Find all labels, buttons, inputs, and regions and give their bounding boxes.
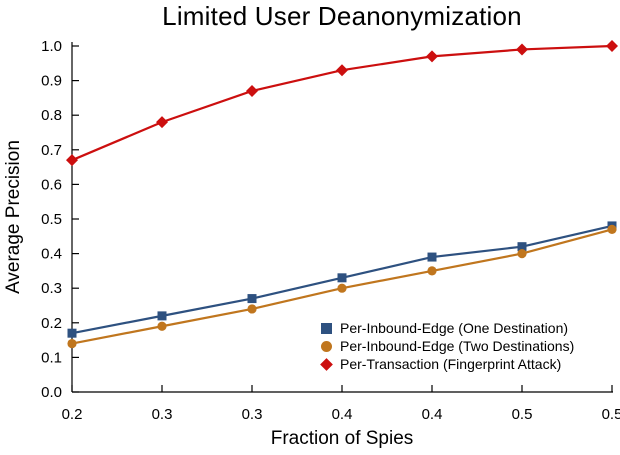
data-point-square — [67, 328, 77, 338]
data-point-circle — [157, 321, 167, 331]
legend-swatch — [317, 357, 335, 371]
y-axis-label: Average Precision — [3, 140, 24, 294]
y-tick-label: 0.0 — [41, 384, 62, 401]
legend-item: Per-Inbound-Edge (Two Destinations) — [317, 337, 574, 355]
legend-swatch — [317, 322, 335, 334]
y-tick-label: 1.0 — [41, 38, 62, 55]
y-tick-label: 0.5 — [41, 211, 62, 228]
data-point-circle — [337, 283, 347, 293]
x-tick-label: 0.3 — [152, 406, 173, 423]
x-axis-label: Fraction of Spies — [270, 428, 414, 449]
legend-label: Per-Transaction (Fingerprint Attack) — [340, 356, 562, 372]
data-point-circle — [247, 304, 257, 314]
diamond-marker-icon — [319, 357, 333, 371]
x-tick-label: 0.3 — [242, 406, 263, 423]
data-point-diamond — [426, 50, 438, 63]
y-tick-label: 0.9 — [41, 73, 62, 90]
data-point-circle — [517, 249, 527, 259]
data-point-diamond — [336, 64, 348, 77]
legend: Per-Inbound-Edge (One Destination) Per-I… — [317, 319, 574, 373]
x-tick-label: 0.5 — [512, 406, 533, 423]
x-tick-label: 0.5 — [602, 406, 620, 423]
data-point-circle — [607, 224, 617, 234]
data-point-square — [517, 242, 527, 252]
y-tick-label: 0.6 — [41, 176, 62, 193]
data-point-square — [157, 311, 167, 321]
y-tick-label: 0.3 — [41, 280, 62, 297]
data-point-circle — [427, 266, 437, 276]
legend-label: Per-Inbound-Edge (One Destination) — [340, 320, 569, 336]
legend-item: Per-Inbound-Edge (One Destination) — [317, 319, 574, 337]
circle-marker-icon — [320, 340, 332, 352]
x-tick-label: 0.2 — [62, 406, 83, 423]
legend-label: Per-Inbound-Edge (Two Destinations) — [340, 338, 575, 354]
data-point-diamond — [606, 40, 618, 52]
y-tick-label: 0.1 — [41, 349, 62, 366]
y-tick-label: 0.7 — [41, 142, 62, 159]
data-point-diamond — [66, 154, 78, 167]
data-point-diamond — [156, 116, 168, 129]
data-point-diamond — [516, 43, 528, 56]
data-point-square — [427, 252, 437, 262]
chart-title: Limited User Deanonymization — [162, 1, 522, 31]
y-tick-label: 0.4 — [41, 246, 62, 263]
square-marker-icon — [320, 322, 332, 334]
data-point-diamond — [246, 84, 258, 97]
series-line-2 — [71, 44, 613, 162]
data-point-circle — [67, 338, 77, 349]
legend-swatch — [317, 340, 335, 352]
data-point-square — [337, 273, 347, 283]
y-tick-label: 0.8 — [41, 107, 62, 124]
x-tick-label: 0.4 — [422, 406, 443, 423]
y-tick-label: 0.2 — [41, 315, 62, 332]
data-point-square — [247, 294, 257, 304]
legend-item: Per-Transaction (Fingerprint Attack) — [317, 355, 574, 373]
x-tick-label: 0.4 — [332, 406, 353, 423]
